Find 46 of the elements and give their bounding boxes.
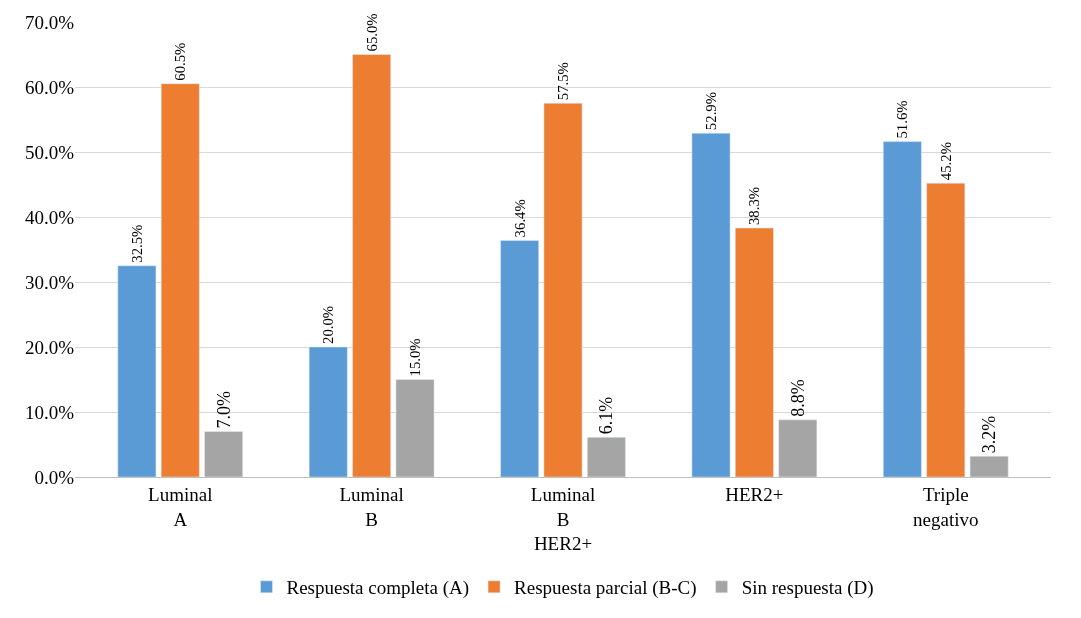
- bar: [160, 83, 200, 477]
- bar: [778, 419, 818, 477]
- data-label: 57.5%: [554, 62, 571, 101]
- bar: [926, 182, 966, 477]
- data-label: 6.1%: [596, 396, 617, 435]
- data-label: 8.8%: [787, 379, 808, 417]
- legend-label: Respuesta completa (A): [286, 577, 470, 600]
- data-label: 32.5%: [128, 224, 145, 263]
- bar: [352, 54, 391, 477]
- data-label: 20.0%: [320, 305, 337, 344]
- legend-label: Sin respuesta (D): [741, 577, 874, 600]
- bar: [500, 240, 539, 477]
- x-tick-label: Luminal B HER2+: [530, 483, 596, 555]
- x-tick-label: HER2+: [725, 483, 784, 505]
- bar: [308, 346, 348, 477]
- data-label: 15.0%: [406, 338, 423, 377]
- data-label: 38.3%: [746, 186, 763, 226]
- x-tick-label: Luminal A: [148, 483, 213, 530]
- data-label: 7.0%: [213, 391, 234, 429]
- x-tick-label: Luminal B: [339, 483, 404, 530]
- y-tick-label: 40.0%: [24, 206, 75, 228]
- data-label: 52.9%: [702, 91, 719, 131]
- bar: [204, 431, 243, 477]
- data-label: 65.0%: [363, 13, 380, 52]
- y-tick-label: 50.0%: [24, 141, 75, 163]
- data-label: 3.2%: [979, 415, 1000, 454]
- bar: [395, 379, 435, 477]
- y-tick-label: 10.0%: [24, 401, 75, 423]
- bar: [735, 227, 774, 477]
- bar: [117, 265, 157, 477]
- legend-label: Respuesta parcial (B-C): [514, 577, 697, 600]
- y-tick-label: 30.0%: [24, 271, 75, 293]
- bar: [883, 141, 922, 477]
- x-tick-label: Triple negativo: [913, 483, 979, 530]
- data-label: 60.5%: [172, 42, 189, 81]
- data-label: 45.2%: [937, 142, 954, 181]
- bar: [587, 437, 626, 477]
- y-tick-label: 20.0%: [24, 336, 75, 358]
- bar: [543, 103, 583, 477]
- y-tick-label: 70.0%: [24, 11, 75, 33]
- y-tick-label: 60.0%: [24, 76, 75, 98]
- bar: [691, 132, 731, 477]
- data-label: 51.6%: [894, 100, 911, 139]
- data-label: 36.4%: [511, 199, 528, 238]
- bar: [969, 455, 1009, 477]
- y-tick-label: 0.0%: [34, 466, 75, 488]
